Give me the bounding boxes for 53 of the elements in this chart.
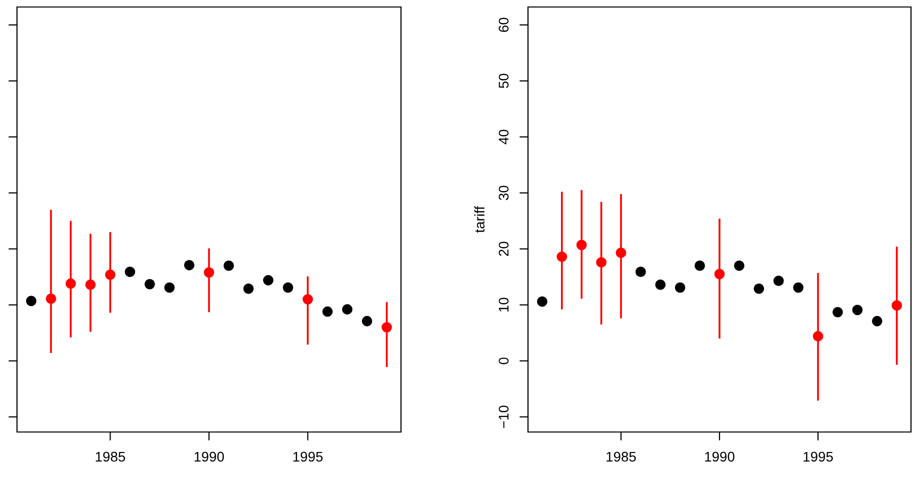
point [636,266,646,278]
y-tick-label: 60 [498,18,509,32]
point [243,283,254,294]
point [754,283,764,294]
y-tick-label: 10 [498,298,509,312]
y-tick-label: 20 [498,242,509,256]
point [362,316,372,326]
point [556,252,568,262]
point [793,282,804,293]
x-tick-label: 1995 [804,452,833,462]
x-tick-label: 1985 [96,452,126,462]
point [184,260,194,270]
point [124,266,136,278]
point [302,294,313,304]
point [694,260,705,271]
point [616,248,626,258]
point [832,306,843,318]
point [204,267,214,278]
point [674,282,686,293]
point [263,275,274,286]
y-tick-label: −10 [498,406,509,428]
point [282,282,294,293]
point [773,276,784,286]
point [66,278,76,289]
point [872,316,882,326]
point [342,304,352,315]
point [734,260,744,271]
point [812,331,824,342]
y-axis-title: tariff [474,206,485,233]
point [655,280,666,290]
x-tick-label: 1990 [705,452,734,462]
point [596,257,606,268]
y-tick-label: 30 [498,186,509,200]
point [714,268,725,280]
point [105,269,116,280]
point [144,278,155,290]
point [164,282,175,293]
y-tick-label: 40 [498,130,509,144]
point [46,294,56,304]
point [536,296,548,307]
y-tick-label: 50 [498,74,509,88]
point [892,300,902,311]
point [85,280,96,290]
x-tick-label: 1985 [606,452,636,462]
point [852,304,863,316]
point [224,260,234,271]
point [322,306,333,317]
point [576,240,587,250]
x-tick-label: 1995 [293,452,323,462]
point [26,296,36,306]
x-tick-label: 1990 [194,452,224,462]
point [382,322,392,332]
y-tick-label: 0 [498,358,509,364]
